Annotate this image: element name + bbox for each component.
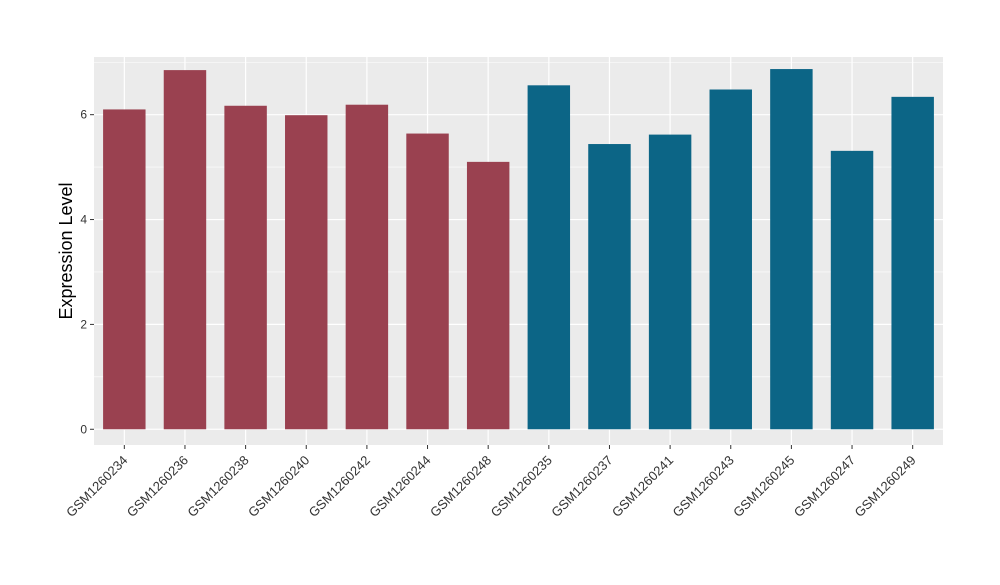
y-axis-title: Expression Level <box>56 182 76 319</box>
bar-GSM1260235 <box>527 85 571 430</box>
bar-GSM1260238 <box>224 105 267 430</box>
y-tick-label: 2 <box>80 317 87 331</box>
bar-GSM1260244 <box>406 133 449 430</box>
bar-GSM1260247 <box>830 150 874 430</box>
bar-GSM1260237 <box>588 144 631 430</box>
x-axis: GSM1260234GSM1260236GSM1260238GSM1260240… <box>63 445 919 520</box>
x-tick-label: GSM1260238 <box>184 453 251 520</box>
y-tick-label: 6 <box>80 108 87 122</box>
bar-GSM1260240 <box>285 115 328 430</box>
x-tick-label: GSM1260247 <box>791 453 858 520</box>
x-tick-label: GSM1260236 <box>124 453 191 520</box>
x-tick-label: GSM1260234 <box>63 453 130 520</box>
bar-GSM1260242 <box>345 104 389 430</box>
x-tick-label: GSM1260240 <box>245 453 312 520</box>
bar-GSM1260249 <box>891 96 934 430</box>
bar-GSM1260248 <box>466 161 510 430</box>
x-tick-label: GSM1260244 <box>366 453 433 520</box>
x-tick-label: GSM1260245 <box>730 453 797 520</box>
x-tick-label: GSM1260243 <box>670 453 737 520</box>
x-tick-label: GSM1260249 <box>851 453 918 520</box>
bar-GSM1260241 <box>648 134 692 430</box>
x-tick-label: GSM1260242 <box>306 453 373 520</box>
y-axis: 0 2 4 6 <box>80 108 94 436</box>
x-tick-label: GSM1260241 <box>609 453 676 520</box>
x-tick-label: GSM1260248 <box>427 453 494 520</box>
y-tick-label: 4 <box>80 213 87 227</box>
bar-GSM1260245 <box>770 69 813 430</box>
bar-GSM1260234 <box>103 109 146 430</box>
bars <box>103 69 934 430</box>
bar-GSM1260236 <box>163 70 207 430</box>
x-tick-label: GSM1260237 <box>548 453 615 520</box>
bar-GSM1260243 <box>709 89 752 430</box>
x-tick-label: GSM1260235 <box>488 453 555 520</box>
y-tick-label: 0 <box>80 422 87 436</box>
